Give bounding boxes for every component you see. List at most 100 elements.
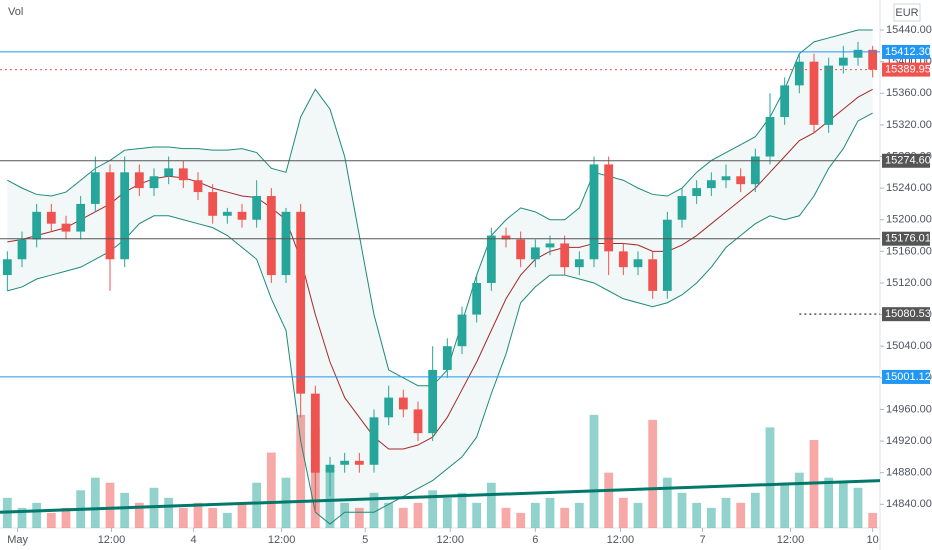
volume-bar — [208, 507, 218, 528]
candle-body — [90, 172, 100, 204]
candle-body — [648, 259, 658, 291]
volume-bar — [266, 452, 276, 528]
candle-body — [618, 251, 628, 268]
candle-body — [721, 176, 731, 181]
level-label: 15274.60 — [885, 155, 931, 167]
volume-bar — [442, 497, 452, 528]
volume-bar — [384, 502, 394, 528]
y-tick-label: 14960.00 — [886, 403, 932, 415]
candle-body — [560, 243, 570, 268]
candle-body — [868, 49, 878, 70]
candle-body — [266, 196, 276, 276]
level-label-box — [882, 44, 930, 59]
volume-bar — [486, 482, 496, 528]
x-tick-label: May — [7, 534, 28, 546]
candle-body — [472, 282, 482, 315]
y-tick-label: 15040.00 — [886, 340, 932, 352]
volume-bar — [457, 492, 467, 528]
level-label: 15080.53 — [885, 308, 931, 320]
level-label: 15176.01 — [885, 233, 931, 245]
candle-body — [765, 116, 775, 157]
candle-body — [692, 188, 702, 197]
volume-bar — [838, 482, 848, 528]
candle-body — [164, 168, 174, 177]
candle-body — [32, 211, 42, 240]
volume-bar — [90, 477, 100, 528]
volume-bar — [17, 507, 27, 528]
candle-body — [384, 397, 394, 418]
candle-body — [809, 61, 819, 125]
volume-bar — [560, 507, 570, 528]
volume-bar — [780, 482, 790, 528]
candle-body — [193, 180, 203, 193]
candle-body — [633, 259, 643, 268]
volume-bar — [736, 502, 746, 528]
candle-body — [208, 192, 218, 216]
volume-bar — [648, 419, 658, 528]
candle-body — [677, 196, 687, 220]
trend-line — [0, 479, 881, 514]
volume-bar — [589, 414, 599, 528]
x-tick-label: 12:00 — [437, 534, 465, 546]
volume-bar — [46, 512, 56, 528]
volume-bar — [472, 502, 482, 528]
volume-bar — [501, 507, 511, 528]
x-tick-label: 12:00 — [777, 534, 805, 546]
volume-bar — [545, 497, 555, 528]
volume-bar — [853, 487, 863, 528]
series-label: Vol — [8, 6, 23, 18]
candle-body — [413, 409, 423, 434]
candle-body — [794, 61, 804, 86]
volume-bar — [662, 477, 672, 528]
candle-body — [354, 460, 364, 465]
y-tick-label: 15160.00 — [886, 245, 932, 257]
level-label-box — [882, 153, 930, 168]
band-fill — [7, 30, 873, 525]
level-label-box — [882, 369, 930, 384]
y-tick-label: 15440.00 — [886, 24, 932, 36]
candle-body — [398, 397, 408, 410]
candle-body — [545, 243, 555, 248]
volume-bar — [369, 492, 379, 528]
volume-bar — [252, 482, 262, 528]
volume-bar — [706, 507, 716, 528]
candle-body — [604, 164, 614, 252]
volume-bar — [222, 512, 232, 528]
candle-body — [750, 156, 760, 185]
band-lower — [7, 112, 873, 525]
y-tick-label: 14920.00 — [886, 435, 932, 447]
volume-bar — [413, 502, 423, 528]
candle-body — [178, 168, 188, 181]
candle-body — [105, 172, 115, 260]
x-tick-label: 10 — [867, 534, 879, 546]
currency-box — [893, 3, 921, 22]
volume-bar — [618, 497, 628, 528]
volume-bar — [237, 502, 247, 528]
volume-bar — [677, 492, 687, 528]
volume-bar — [824, 477, 834, 528]
candle-body — [2, 259, 12, 276]
y-tick-label: 15200.00 — [886, 214, 932, 226]
volume-bar — [120, 492, 130, 528]
candle-body — [296, 211, 306, 394]
volume-bar — [105, 482, 115, 528]
level-label-box — [882, 62, 930, 77]
candle-body — [46, 211, 56, 224]
volume-bar — [633, 502, 643, 528]
candle-body — [589, 164, 599, 260]
band-upper — [7, 29, 873, 387]
candle-body — [530, 247, 540, 260]
x-tick-label: 7 — [699, 534, 705, 546]
candle-body — [428, 369, 438, 434]
volume-bar — [164, 497, 174, 528]
volume-bar — [574, 502, 584, 528]
candle-body — [853, 49, 863, 58]
y-tick-label: 15120.00 — [886, 277, 932, 289]
volume-bar — [340, 502, 350, 528]
candle-body — [134, 172, 144, 189]
volume-bar — [428, 490, 438, 528]
candle-body — [61, 223, 71, 232]
candle-body — [310, 393, 320, 473]
x-tick-label: 4 — [191, 534, 197, 546]
